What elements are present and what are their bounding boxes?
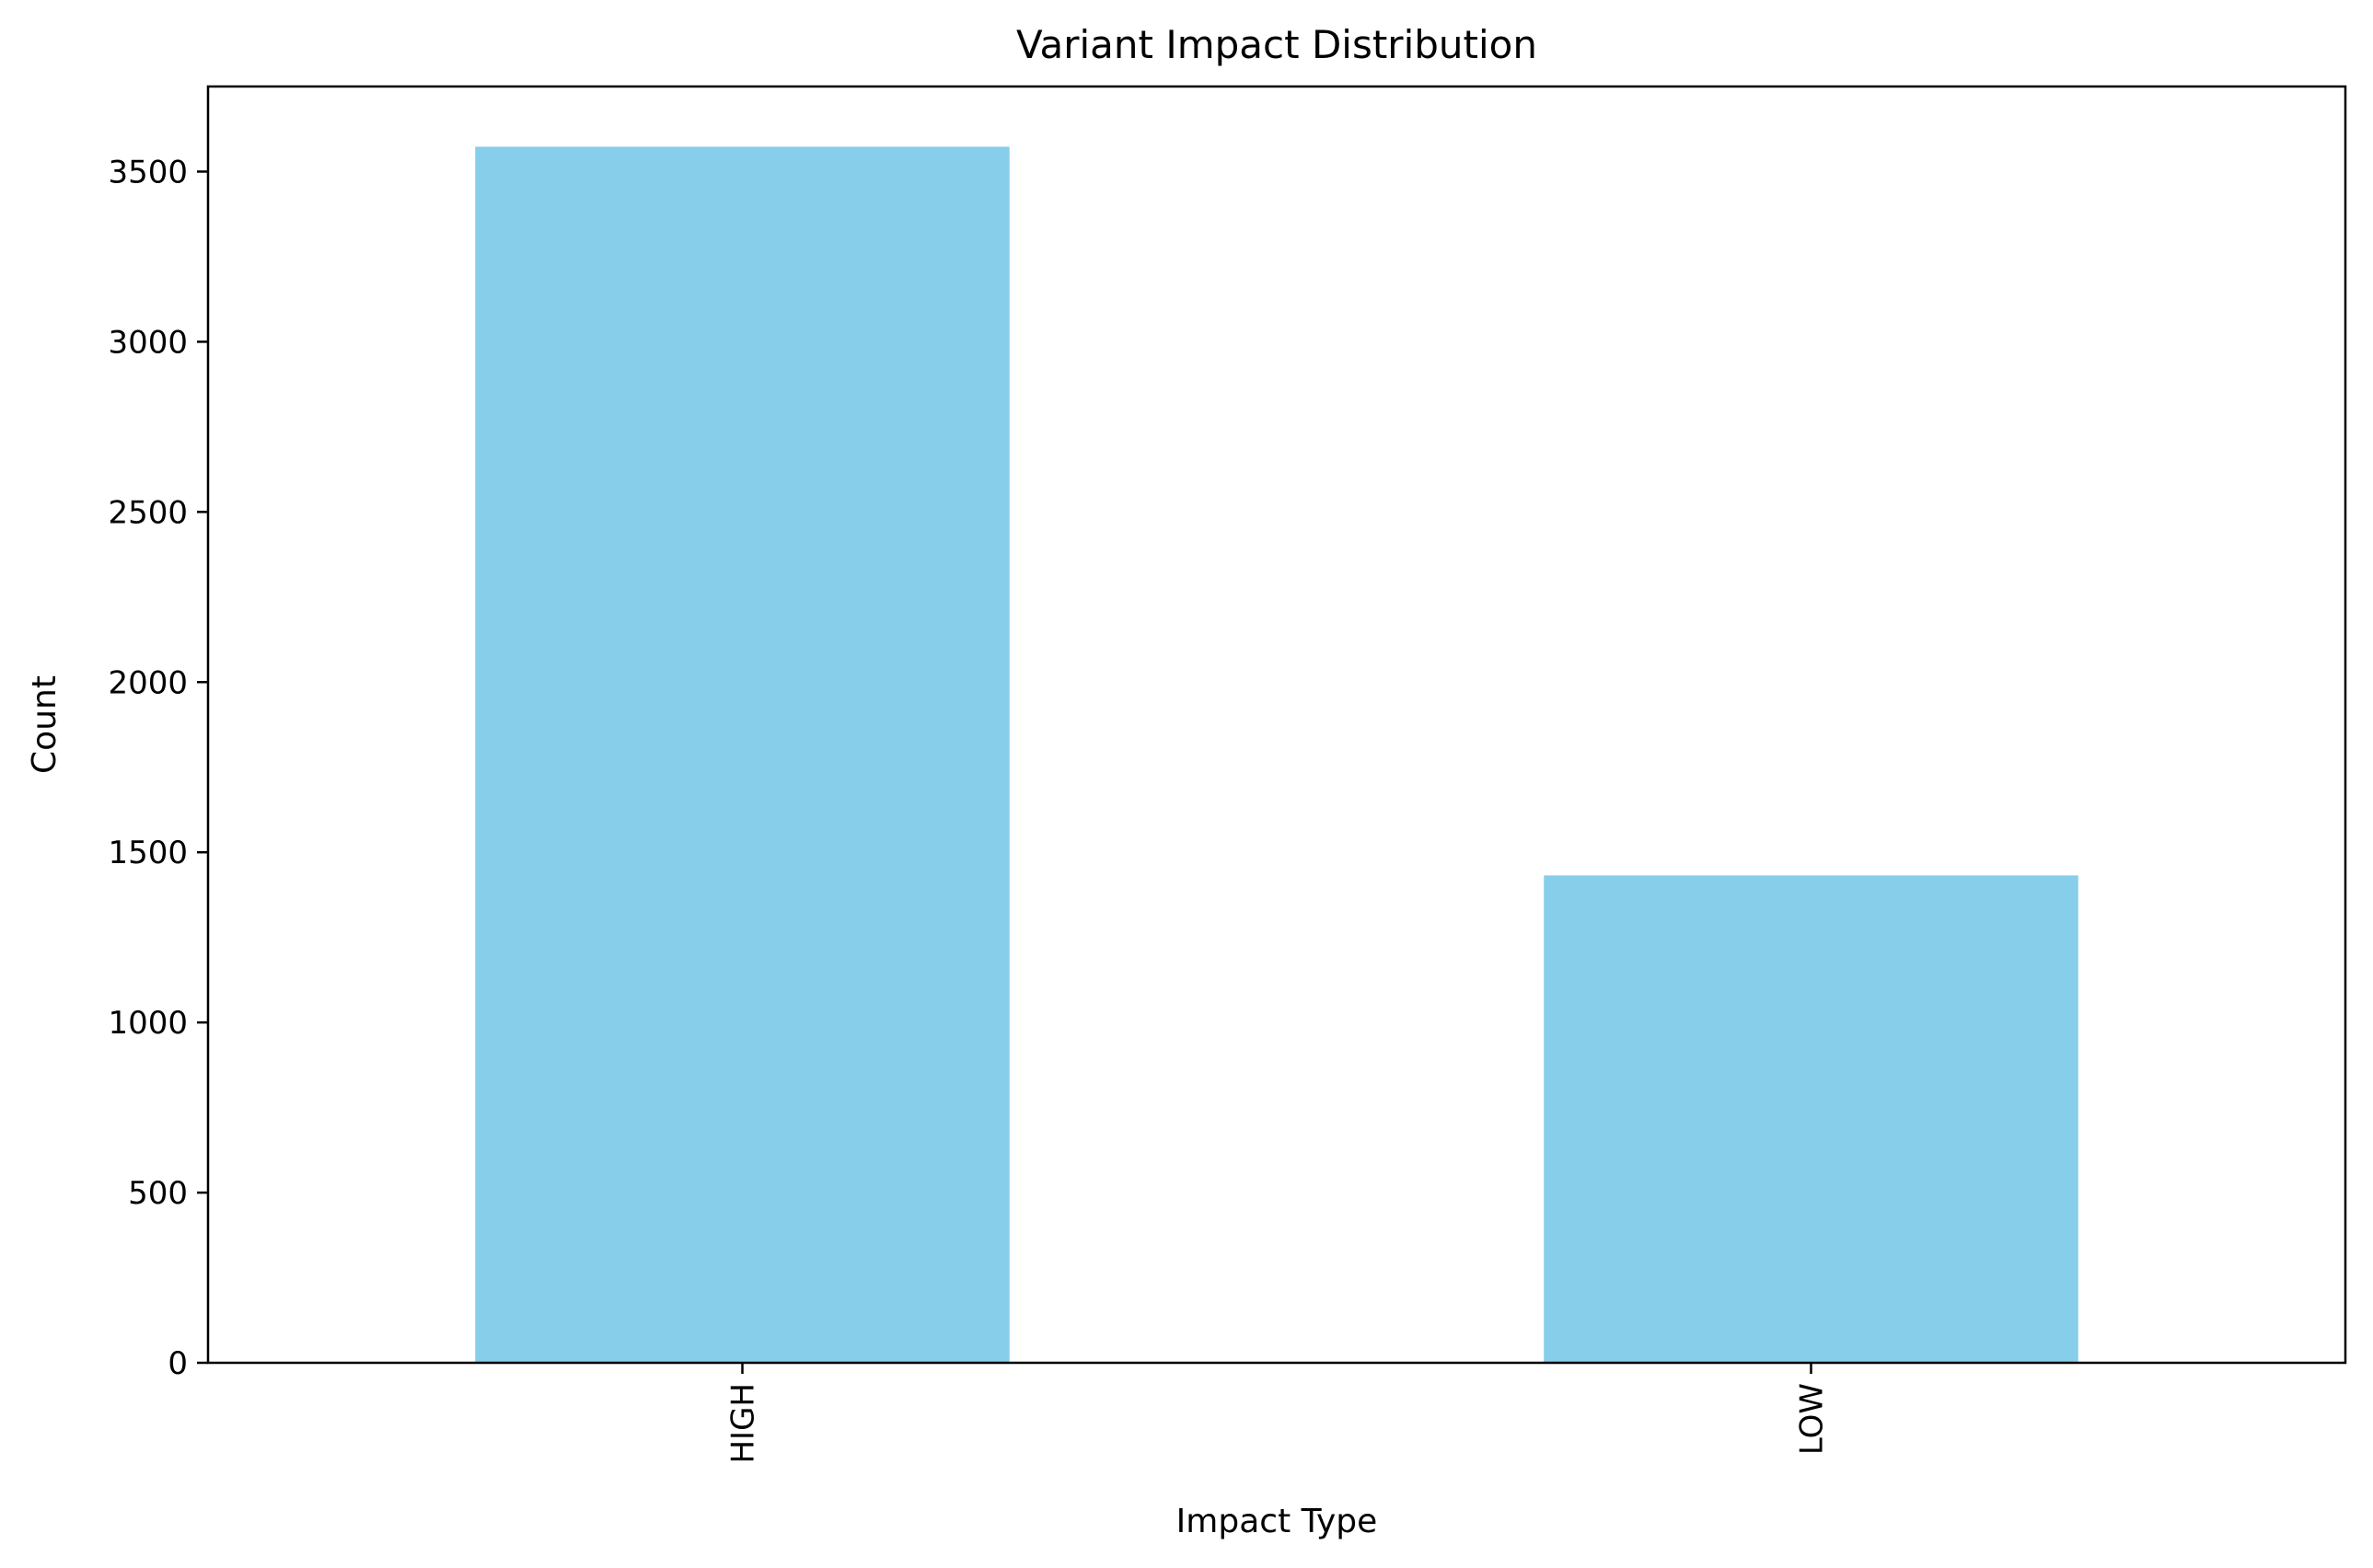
y-tick-label: 3500 — [108, 154, 188, 190]
bar-high — [475, 146, 1010, 1363]
chart-title: Variant Impact Distribution — [1016, 22, 1537, 67]
y-axis: 0 500 1000 1500 2000 2500 3000 3500 — [108, 154, 208, 1382]
plot-frame — [206, 85, 2347, 1365]
bars-group — [475, 146, 2078, 1363]
y-tick-label: 1000 — [108, 1005, 188, 1042]
y-tick-label: 3000 — [108, 324, 188, 361]
y-axis-label: Count — [26, 675, 64, 774]
y-tick-label: 2500 — [108, 494, 188, 531]
y-tick-label: 500 — [128, 1175, 188, 1212]
y-tick-label: 1500 — [108, 835, 188, 871]
y-tick-label: 0 — [168, 1345, 188, 1382]
x-tick-label: HIGH — [725, 1383, 762, 1464]
x-tick-label: LOW — [1794, 1383, 1831, 1455]
x-axis: HIGH LOW — [725, 1363, 1831, 1464]
bar-low — [1544, 875, 2078, 1363]
x-axis-label: Impact Type — [1176, 1503, 1378, 1540]
y-tick-label: 2000 — [108, 664, 188, 701]
